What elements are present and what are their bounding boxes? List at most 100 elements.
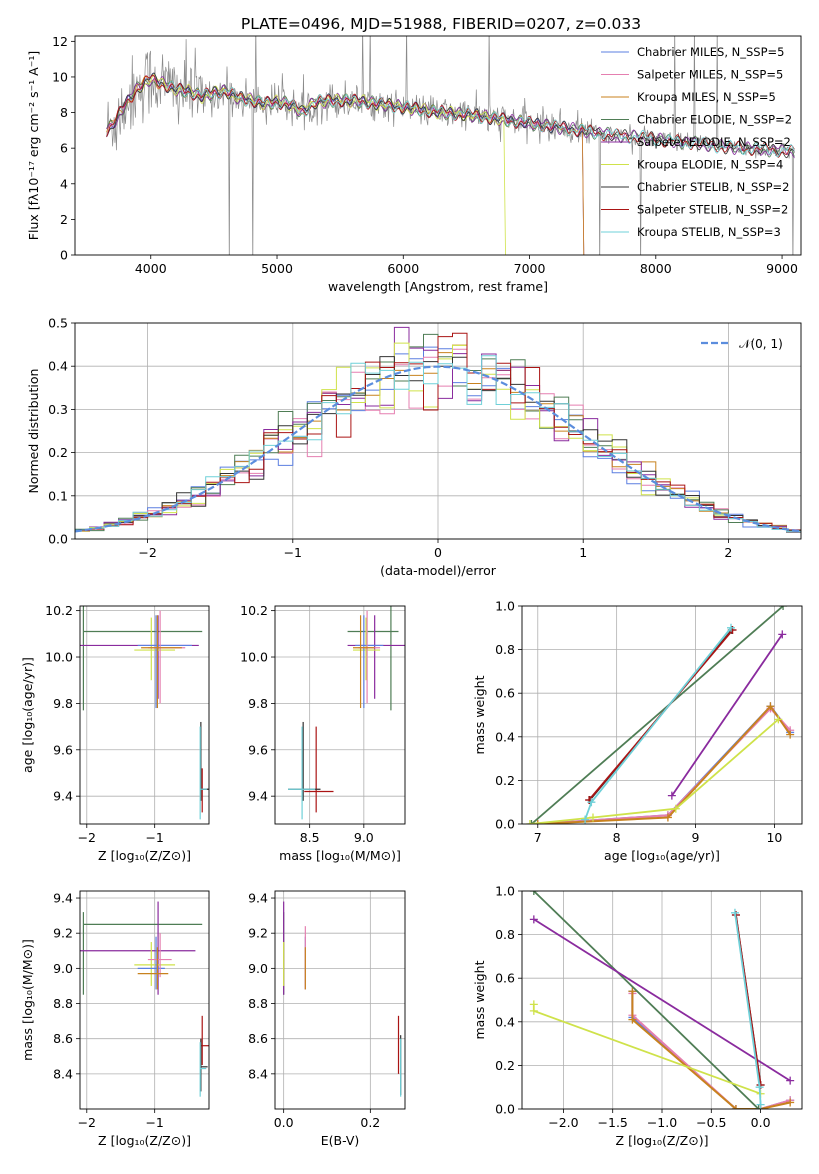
plot-area-mass_vs_ebv: [283, 901, 402, 1097]
model-spectrum-8: [165, 80, 795, 158]
y-axis-label: mass [log₁₀(M/M⊙)]: [20, 939, 35, 1061]
model-spectrum-1: [106, 75, 585, 255]
y-tick-label: 8.8: [248, 996, 268, 1011]
series-marker: [727, 623, 736, 632]
y-tick-label: 0: [60, 248, 68, 263]
figure-title: PLATE=0496, MJD=51988, FIBERID=0207, z=0…: [241, 15, 641, 33]
x-tick-label: −2.0: [548, 1115, 578, 1130]
y-tick-label: 0.0: [495, 1102, 515, 1117]
series-marker: [525, 820, 534, 824]
y-axis-label: mass weight: [472, 675, 487, 754]
gaussian-curve: [75, 365, 801, 533]
legend-entry: Salpeter STELIB, N_SSP=2: [637, 203, 788, 217]
y-tick-label: 10.2: [240, 603, 268, 618]
x-tick-label: −2: [78, 830, 96, 845]
legend-entry: 𝒩(0, 1): [739, 337, 783, 351]
x-tick-label: 0.0: [274, 1115, 294, 1130]
x-tick-label: −2: [138, 545, 156, 560]
series-marker: [779, 606, 788, 610]
x-tick-label: 2: [724, 545, 732, 560]
x-tick-label: −1.5: [598, 1115, 628, 1130]
y-tick-label: 10.2: [45, 603, 73, 618]
y-tick-label: 9.4: [53, 891, 73, 906]
plot-area-massweight_vs_Z: [529, 891, 795, 1109]
series-line-5: [532, 1004, 761, 1095]
x-tick-label: 6000: [387, 261, 419, 276]
series-marker: [754, 1105, 763, 1109]
x-tick-label: 7000: [514, 261, 546, 276]
y-tick-label: 9.8: [53, 696, 73, 711]
series-line-0: [537, 704, 791, 824]
y-tick-label: 10: [52, 69, 68, 84]
axes-frame: [79, 605, 210, 825]
series-marker: [588, 813, 597, 822]
x-axis-label: E(B-V): [321, 1133, 360, 1148]
y-tick-label: 8.4: [248, 1066, 268, 1081]
panel-age_vs_Z: −2 −1 9.4 9.6 9.8 10.0 10.2 Z [log₁₀(Z/Z⊙)] age …: [20, 603, 210, 863]
y-tick-label: 9.4: [53, 789, 73, 804]
y-tick-label: 10.0: [240, 650, 268, 665]
y-tick-label: 0.0: [48, 532, 68, 547]
plot-area-mass_vs_Z: [80, 901, 209, 1097]
legend-entry: Kroupa ELODIE, N_SSP=4: [637, 158, 783, 172]
x-tick-label: −1: [284, 545, 302, 560]
x-tick-label: −2: [78, 1115, 96, 1130]
y-tick-label: 6: [60, 141, 68, 156]
panel-mass_vs_ebv: 0.0 0.2 8.4 8.6 8.8 9.0 9.2 9.4 E(B-V): [248, 891, 406, 1148]
series-line-2: [537, 704, 792, 824]
legend-entry: Chabrier STELIB, N_SSP=2: [637, 180, 789, 194]
y-tick-label: 8.6: [53, 1031, 73, 1046]
y-tick-label: 8.4: [53, 1066, 73, 1081]
x-tick-label: 7: [534, 830, 542, 845]
x-axis-label: Z [log₁₀(Z/Z⊙)]: [616, 1133, 709, 1148]
y-axis-label: age [log₁₀(age/yr)]: [20, 657, 35, 773]
panel-residuals: −2 −1 0 1 2 0.0 0.1 0.2 0.3 0.4 0.5 (data-model)/er…: [26, 316, 802, 578]
y-tick-label: 9.2: [248, 926, 268, 941]
x-tick-label: 4000: [135, 261, 167, 276]
y-tick-label: 0.8: [495, 927, 515, 942]
legend-entry: Kroupa MILES, N_SSP=5: [637, 90, 776, 104]
x-axis-label: age [log₁₀(age/yr)]: [604, 848, 720, 863]
series-marker: [587, 798, 596, 807]
y-tick-label: 9.6: [53, 742, 73, 757]
x-tick-label: 8.5: [300, 830, 320, 845]
y-tick-label: 9.4: [248, 789, 268, 804]
plot-area-age_vs_Z: [80, 606, 209, 820]
y-tick-label: 9.4: [248, 891, 268, 906]
series-marker: [755, 1083, 764, 1092]
x-tick-label: 9: [692, 830, 700, 845]
y-tick-label: 0.2: [495, 773, 515, 788]
x-tick-label: −0.5: [696, 1115, 726, 1130]
legend-entry: Chabrier ELODIE, N_SSP=2: [637, 113, 792, 127]
panel-massweight_vs_age: 7 8 9 10 0.0 0.2 0.4 0.6 0.8 1.0 age [log₁₀(age/yr…: [472, 599, 803, 863]
model-spectrum-7: [106, 74, 795, 158]
series-marker: [786, 1076, 795, 1085]
y-tick-label: 4: [60, 176, 68, 191]
x-tick-label: 10: [766, 830, 782, 845]
plot-area-residuals: [75, 326, 801, 533]
plot-area-age_vs_mass: [288, 606, 405, 820]
series-marker: [533, 820, 542, 824]
x-tick-label: 9.0: [354, 830, 374, 845]
y-tick-label: 8: [60, 105, 68, 120]
legend-entry: Chabrier MILES, N_SSP=5: [637, 45, 784, 59]
series-marker: [756, 1100, 765, 1109]
y-tick-label: 9.6: [248, 742, 268, 757]
series-marker: [671, 804, 680, 813]
y-tick-label: 9.0: [53, 961, 73, 976]
series-marker: [730, 908, 739, 917]
panel-spectrum: 4000 5000 6000 7000 8000 9000 0 2 4 6 8 10 12 wavelen…: [26, 34, 802, 294]
series-marker: [766, 702, 775, 711]
x-tick-label: 5000: [261, 261, 293, 276]
series-marker: [786, 1098, 795, 1107]
y-tick-label: 10.0: [45, 650, 73, 665]
y-tick-label: 2: [60, 212, 68, 227]
y-tick-label: 8.8: [53, 996, 73, 1011]
y-tick-label: 9.2: [53, 926, 73, 941]
series-line-2: [631, 991, 791, 1109]
axes-frame: [74, 35, 802, 256]
y-tick-label: 0.5: [48, 316, 68, 331]
x-tick-label: −1: [145, 830, 163, 845]
y-axis-label: mass weight: [472, 960, 487, 1039]
